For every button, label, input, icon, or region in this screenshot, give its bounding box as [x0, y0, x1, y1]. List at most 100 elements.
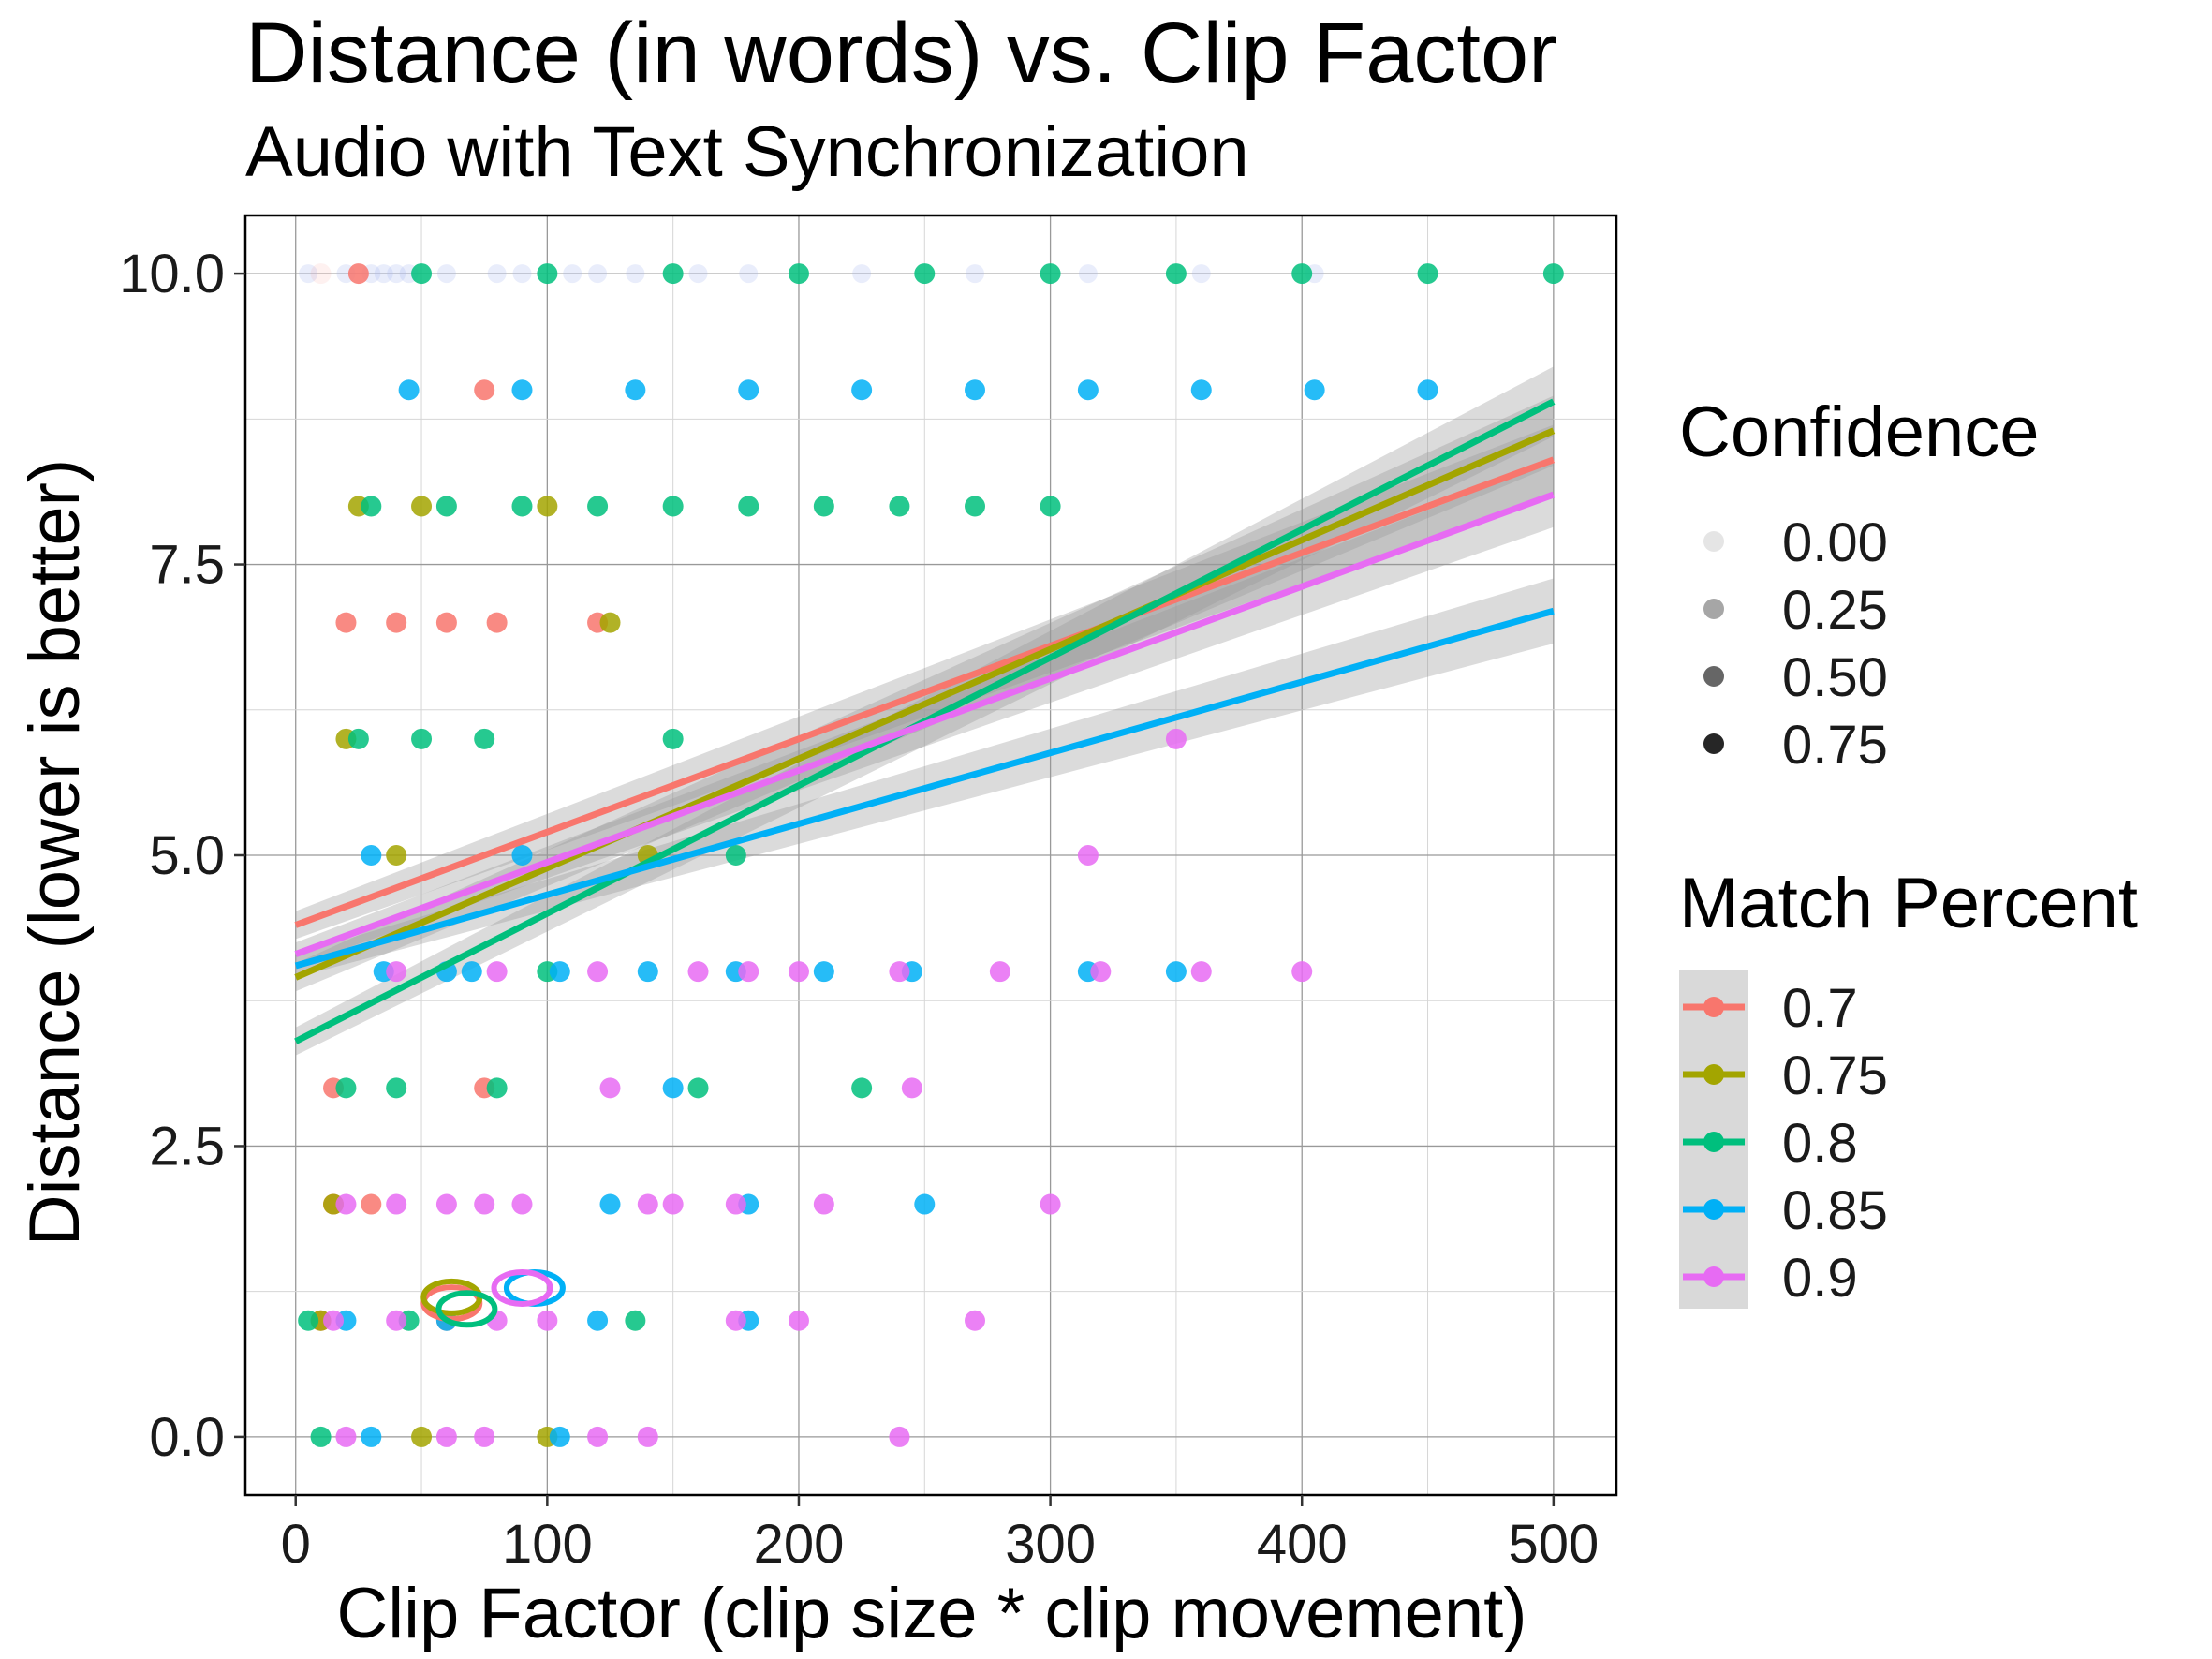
legend-match-label: 0.9 [1782, 1248, 1858, 1309]
data-point [625, 1310, 646, 1331]
legend-confidence-label: 0.75 [1782, 715, 1888, 776]
data-point [1304, 379, 1325, 401]
data-point [435, 612, 457, 633]
data-point [435, 1193, 457, 1215]
data-point [587, 496, 609, 517]
data-point [637, 961, 658, 983]
data-point [563, 264, 582, 284]
data-point [1165, 263, 1187, 285]
data-point [599, 612, 621, 633]
data-point [989, 961, 1010, 983]
data-point [852, 264, 872, 284]
data-point [637, 1193, 658, 1215]
plot-panel [243, 214, 1618, 1497]
data-point [851, 379, 873, 401]
data-point [411, 728, 433, 749]
trend-line [294, 456, 1556, 928]
data-point [1191, 264, 1211, 284]
legend-match-dot [1703, 1132, 1724, 1152]
legend-match-label: 0.7 [1782, 978, 1858, 1039]
legend-confidence-key [1703, 666, 1724, 687]
data-point [1542, 263, 1564, 285]
data-point [738, 961, 759, 983]
data-point [813, 496, 834, 517]
data-point [386, 1077, 407, 1099]
x-tick-label: 0 [281, 1514, 311, 1575]
data-point [901, 1077, 922, 1099]
data-point [537, 496, 558, 517]
x-tick-label: 500 [1508, 1514, 1599, 1575]
data-point [966, 264, 985, 284]
data-point [587, 1426, 609, 1447]
data-point [361, 496, 382, 517]
x-tick-label: 400 [1257, 1514, 1348, 1575]
legend-confidence-label: 0.00 [1782, 512, 1888, 573]
data-point [788, 1310, 809, 1331]
data-point [511, 1193, 533, 1215]
y-axis-label: Distance (lower is better) [15, 459, 95, 1247]
data-point [1291, 263, 1313, 285]
legend-confidence: Confidence 0.00 0.250.50 0.75 [1679, 393, 2040, 776]
data-point [626, 264, 645, 284]
ellipses [420, 1268, 566, 1328]
data-point [411, 1426, 433, 1447]
data-point [474, 1426, 495, 1447]
data-point [813, 961, 834, 983]
chart-title: Distance (in words) vs. Clip Factor [245, 6, 1557, 101]
data-point [599, 1193, 621, 1215]
data-point [386, 1310, 407, 1331]
data-point [511, 496, 533, 517]
legend-match-dot [1703, 1199, 1724, 1220]
legend-confidence-key [1703, 599, 1724, 619]
y-tick-label: 10.0 [119, 244, 225, 304]
legend-match-dot [1703, 1266, 1724, 1287]
data-point [537, 1310, 558, 1331]
y-tick-label: 5.0 [149, 825, 225, 886]
legend-match-label: 0.75 [1782, 1045, 1888, 1106]
data-point [914, 1193, 936, 1215]
data-point [662, 263, 684, 285]
data-point [411, 263, 433, 285]
y-axis: 0.0 2.5 5.0 7.5 10.0 [119, 244, 245, 1468]
data-point [474, 379, 495, 401]
data-point [813, 1193, 834, 1215]
data-point [662, 728, 684, 749]
data-point [512, 264, 532, 284]
data-point [1090, 961, 1112, 983]
data-point [386, 845, 407, 866]
data-point [889, 1426, 910, 1447]
data-point [298, 1310, 319, 1331]
data-point [687, 1077, 709, 1099]
legend-match-percent: Match Percent 0.70.75 0.80.85 0.9 [1679, 864, 2138, 1309]
data-point [1190, 379, 1212, 401]
data-point [323, 1310, 345, 1331]
y-tick-label: 7.5 [149, 535, 225, 596]
data-point [487, 264, 507, 284]
data-point [965, 379, 986, 401]
data-point [738, 379, 759, 401]
data-point [914, 263, 936, 285]
data-point [386, 961, 407, 983]
data-point [1040, 496, 1061, 517]
data-point [335, 1077, 357, 1099]
data-point [411, 496, 433, 517]
data-point [725, 1193, 746, 1215]
data-point [587, 1310, 609, 1331]
data-point [688, 264, 708, 284]
data-point [335, 1193, 357, 1215]
data-point [738, 496, 759, 517]
data-point [310, 1426, 332, 1447]
data-points [298, 263, 1564, 1447]
grid-lines [245, 215, 1616, 1495]
data-point [1077, 379, 1099, 401]
data-point [549, 1426, 570, 1447]
legend-confidence-title: Confidence [1679, 393, 2040, 472]
data-point [1417, 263, 1438, 285]
trend-lines [294, 398, 1556, 1044]
data-point [361, 845, 382, 866]
trend-line [294, 607, 1555, 970]
data-point [486, 1077, 508, 1099]
data-point [587, 961, 609, 983]
data-point [361, 1426, 382, 1447]
trend-line [294, 427, 1556, 981]
